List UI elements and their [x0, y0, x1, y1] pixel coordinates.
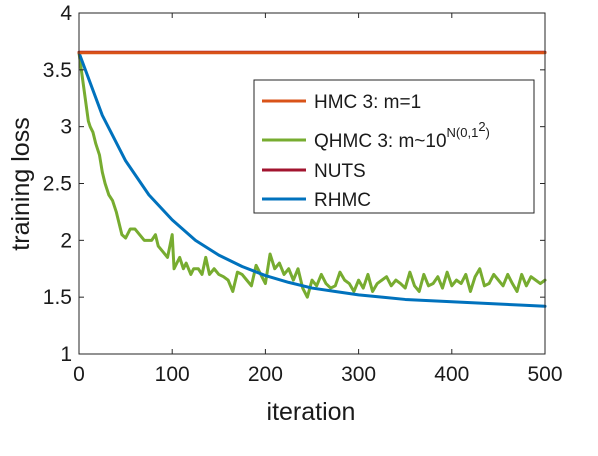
legend-superscript-power: 2	[478, 119, 485, 134]
x-axis-label: iteration	[267, 398, 356, 426]
legend-label-0: HMC 3: m=1	[314, 92, 421, 113]
legend-superscript-close: )	[486, 125, 490, 140]
x-tick-label: 500	[527, 363, 562, 386]
y-tick-label: 4	[60, 2, 72, 25]
y-tick-label: 2	[60, 229, 72, 252]
series-line-3	[77, 51, 547, 308]
legend-label-2: NUTS	[314, 161, 366, 182]
x-tick-label: 300	[341, 363, 376, 386]
y-tick-label: 3.5	[43, 59, 72, 82]
x-tick-label: 100	[155, 363, 190, 386]
x-tick-label: 400	[434, 363, 469, 386]
series-layer	[77, 50, 547, 308]
series-line-1	[77, 51, 547, 299]
y-tick-label: 1.5	[43, 286, 72, 309]
y-tick-label: 2.5	[43, 173, 72, 196]
y-axis-label: training loss	[7, 117, 35, 250]
axes-layer: 0 100 200 300 400 500 1 1.5 2 2.5 3 3.5 4	[43, 2, 563, 386]
y-tick-label: 3	[60, 116, 72, 139]
x-tick-label: 0	[73, 363, 85, 386]
legend-label-3: RHMC	[314, 190, 371, 211]
legend-superscript: N(0,1	[447, 125, 479, 140]
x-tick-label: 200	[248, 363, 283, 386]
y-tick-label: 1	[60, 343, 72, 366]
